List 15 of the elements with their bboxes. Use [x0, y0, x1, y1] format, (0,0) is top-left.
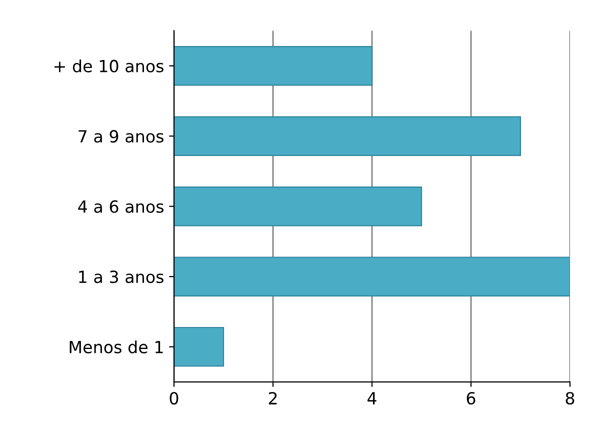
x-tick-label: 6	[466, 392, 476, 405]
x-tick-label: 0	[170, 392, 178, 405]
x-tick-label: 4	[368, 392, 376, 404]
bar	[174, 116, 522, 156]
bar	[174, 46, 373, 86]
y-tick-label: + de 10 anos	[54, 60, 164, 72]
y-tick-label: Menos de 1	[70, 340, 163, 354]
x-tick-label: 2	[268, 392, 277, 404]
y-tick-label: 1 a 3 anos	[79, 270, 164, 284]
y-tick-label: 4 a 6 anos	[78, 200, 164, 213]
y-tick-label: 7 a 9 anos	[78, 130, 164, 143]
x-tick-label: 8	[566, 392, 574, 405]
bar	[174, 256, 570, 296]
bar	[174, 326, 224, 367]
bar	[174, 186, 422, 226]
